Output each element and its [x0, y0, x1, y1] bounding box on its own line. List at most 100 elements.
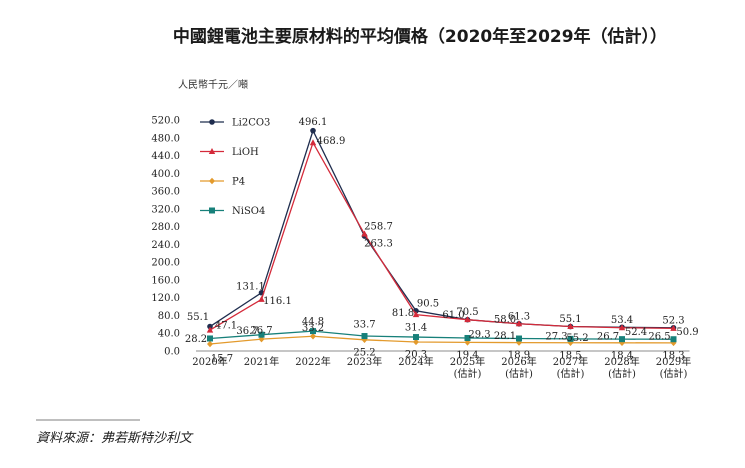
legend-label: Li2CO3 — [232, 118, 270, 129]
y-tick-label: 0.0 — [164, 347, 180, 358]
source-note: 資料來源：弗若斯特沙利文 — [36, 430, 194, 446]
chart-title: 中國鋰電池主要原材料的平均價格（2020年至2029年（估計）） — [173, 26, 667, 47]
legend: Li2CO3 LiOH P4 NiSO4 — [200, 118, 270, 217]
data-point-NiSO4 — [310, 328, 316, 335]
data-point-Li2CO3 — [207, 323, 213, 330]
data-label: 20.3 — [405, 349, 427, 360]
data-point-LiOH — [464, 316, 471, 323]
x-tick-label: 2022年 — [295, 355, 330, 368]
data-label: 27.3 — [545, 331, 567, 342]
data-point-NiSO4 — [619, 336, 625, 343]
data-label: 18.3 — [662, 350, 684, 361]
data-point-NiSO4 — [516, 335, 522, 342]
legend-marker — [209, 207, 215, 214]
data-point-LiOH — [258, 295, 265, 302]
series-LiOH — [206, 139, 677, 333]
x-tick-label: 2020年 — [192, 355, 227, 368]
legend-item-P4: P4 — [200, 177, 245, 188]
data-label: 496.1 — [299, 117, 328, 128]
y-tick-label: 160.0 — [151, 275, 180, 286]
data-label: 29.3 — [468, 329, 490, 340]
data-label: 61.3 — [508, 311, 530, 322]
data-label: 90.5 — [417, 298, 439, 309]
y-tick-label: 80.0 — [158, 311, 180, 322]
x-tick-label: 2025年(估計) — [450, 355, 485, 380]
data-point-NiSO4 — [207, 335, 213, 342]
x-tick-label: 2028年(估計) — [604, 355, 639, 380]
data-label: 53.4 — [611, 315, 633, 326]
legend-marker — [209, 119, 215, 125]
data-label: 44.8 — [302, 317, 324, 328]
data-point-P4 — [413, 338, 419, 346]
data-point-NiSO4 — [670, 336, 677, 343]
data-label: 70.5 — [456, 307, 478, 318]
y-tick-label: 360.0 — [151, 187, 180, 198]
data-label: 19.4 — [456, 350, 478, 361]
data-label: 258.7 — [364, 222, 393, 233]
legend-label: P4 — [232, 177, 245, 188]
y-tick-label: 40.0 — [158, 329, 180, 340]
x-tick-label: 2023年 — [347, 355, 382, 368]
data-label: 15.7 — [211, 354, 233, 365]
data-label: 55.1 — [187, 312, 209, 323]
data-point-P4 — [207, 340, 213, 348]
legend-item-Li2CO3: Li2CO3 — [200, 118, 270, 129]
data-point-NiSO4 — [361, 333, 368, 340]
data-label: 116.1 — [263, 296, 292, 307]
y-tick-label: 320.0 — [151, 204, 180, 215]
data-point-NiSO4 — [464, 334, 471, 341]
y-tick-label: 480.0 — [151, 133, 180, 144]
data-label: 50.9 — [676, 327, 698, 338]
legend-label: NiSO4 — [232, 206, 265, 217]
x-tick-label: 2026年(估計) — [501, 355, 536, 380]
legend-label: LiOH — [232, 147, 259, 158]
data-point-LiOH — [361, 230, 368, 237]
data-label: 18.5 — [559, 350, 581, 361]
data-label: 52.3 — [662, 315, 684, 326]
y-tick-label: 120.0 — [151, 293, 180, 304]
data-point-NiSO4 — [413, 334, 419, 341]
legend-item-LiOH: LiOH — [200, 147, 259, 158]
data-label: 263.3 — [364, 239, 393, 250]
y-tick-label: 400.0 — [151, 169, 180, 180]
y-tick-label: 280.0 — [151, 222, 180, 233]
series-line-NiSO4 — [209, 330, 674, 340]
series-NiSO4 — [207, 328, 677, 343]
y-tick-label: 440.0 — [151, 151, 180, 162]
data-label: 47.1 — [215, 321, 237, 332]
data-point-NiSO4 — [567, 335, 574, 342]
data-label: 55.1 — [559, 314, 581, 325]
data-point-LiOH — [206, 326, 214, 333]
x-tick-label: 2024年 — [398, 355, 433, 368]
y-axis-unit: 人民幣千元／噸 — [178, 78, 248, 91]
data-point-Li2CO3 — [310, 127, 316, 134]
data-label: 33.7 — [353, 320, 375, 331]
series-line-P4 — [209, 335, 674, 345]
data-label: 18.9 — [508, 350, 530, 361]
data-label: 81.8 — [392, 308, 414, 319]
data-point-LiOH — [412, 311, 420, 318]
data-label: 26.7 — [250, 326, 272, 337]
data-label: 58.0 — [494, 314, 516, 325]
y-tick-label: 200.0 — [151, 258, 180, 269]
data-point-LiOH — [567, 322, 574, 329]
data-label: 61.0 — [442, 310, 464, 321]
data-label: 52.4 — [625, 327, 647, 338]
data-label: 468.9 — [317, 136, 346, 147]
data-label: 28.2 — [185, 334, 207, 345]
data-point-LiOH — [670, 324, 677, 331]
data-label: 55.2 — [566, 333, 588, 344]
data-label: 26.5 — [648, 332, 670, 343]
data-label: 36.7 — [236, 326, 258, 337]
data-point-LiOH — [309, 139, 317, 146]
data-point-NiSO4 — [258, 331, 265, 338]
y-tick-label: 240.0 — [151, 240, 180, 251]
data-label: 26.7 — [597, 332, 619, 343]
data-label: 25.2 — [353, 347, 375, 358]
data-label: 28.1 — [494, 331, 516, 342]
y-tick-label: 520.0 — [151, 116, 180, 127]
plot-area: 0.0 40.0 80.0 120.0 160.0 200.0 240.0 280.0 320.… — [151, 116, 691, 381]
x-tick-label: 2027年(估計) — [553, 355, 588, 380]
